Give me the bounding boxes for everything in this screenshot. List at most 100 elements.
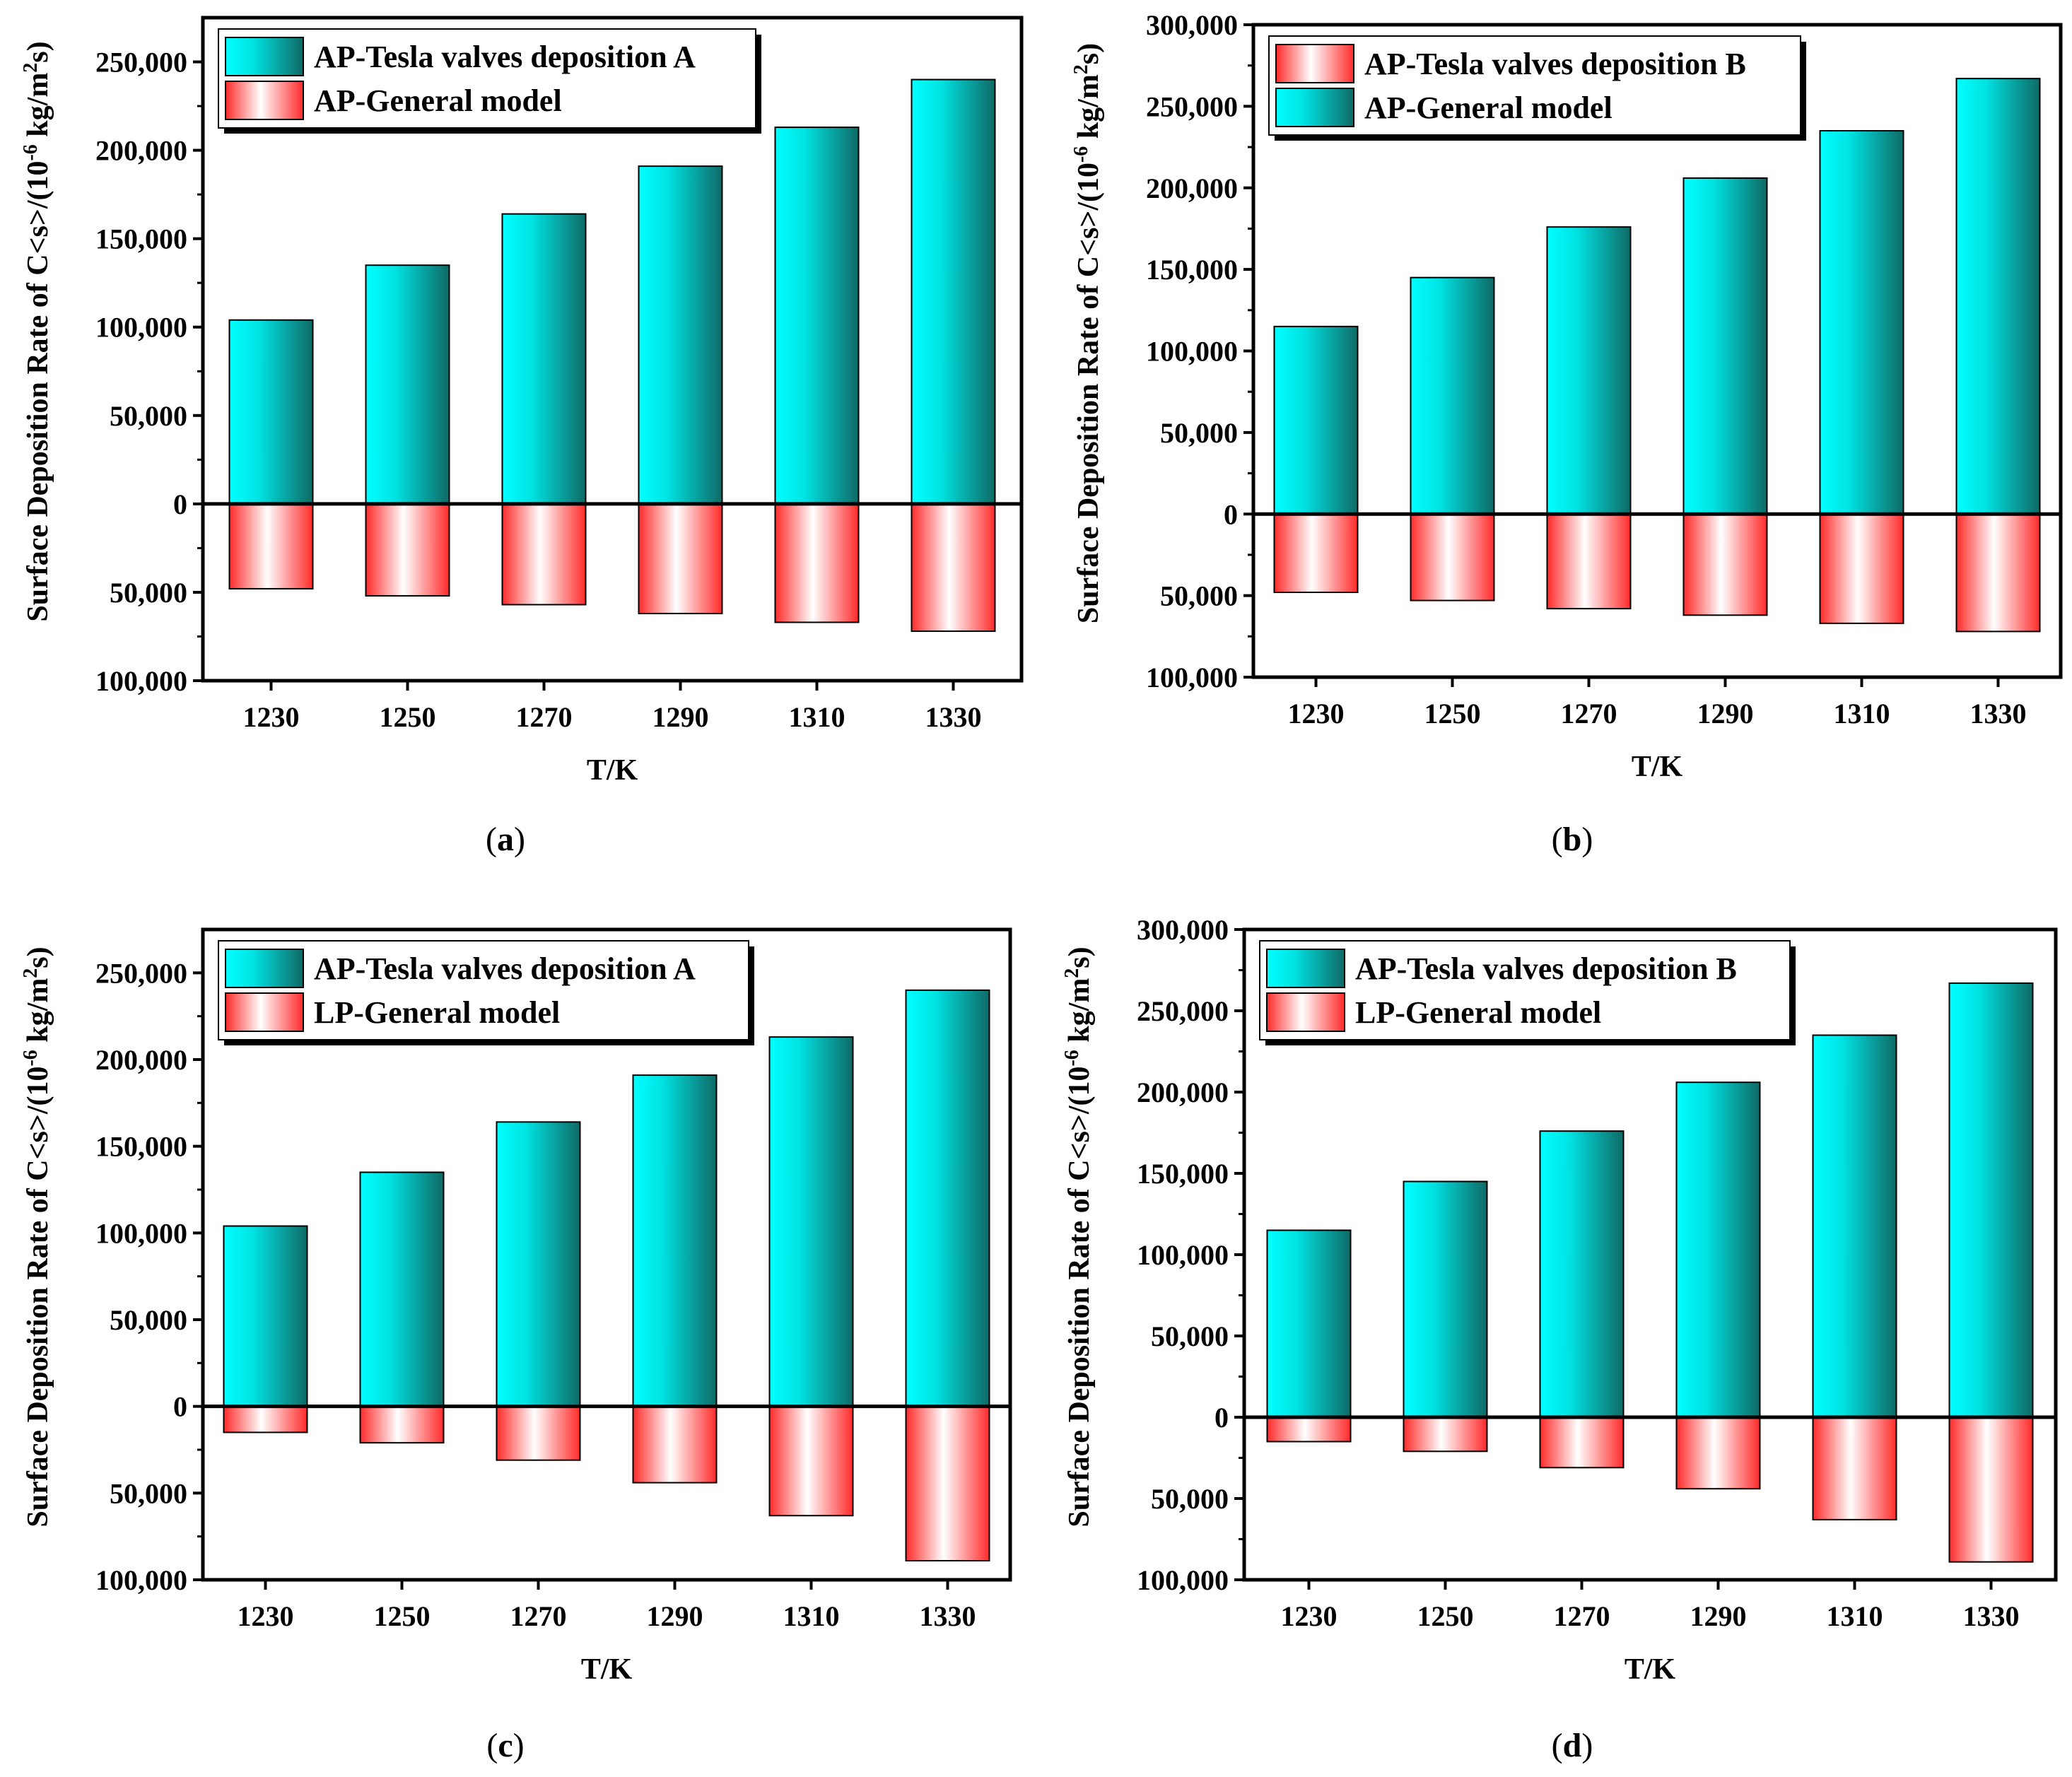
ytick-label-c-3: 50,000 [110,1304,187,1336]
bar-d-s0-1290 [1675,1081,1761,1418]
legend-box-a [218,28,756,129]
bar-a-s0-1270 [501,213,587,505]
ytick-label-a-7: 250,000 [95,47,187,78]
xtick-label-c-1290: 1290 [647,1600,703,1632]
bar-b-s0-1290 [1682,513,1768,616]
bar-d-s1-1250 [1403,1417,1488,1453]
legend-swatch-c-0 [225,949,304,988]
xtick-label-d-1330: 1330 [1963,1600,2020,1632]
xtick-label-d-1310: 1310 [1827,1600,1883,1632]
chart-panel-a: 100,000 50,000 0 50,000 100,000 150,000 200,00… [20,16,1024,858]
y-axis-title-a: Surface Deposition Rate of C<s>/(10-6 kg… [20,41,55,621]
legend-swatch-a-0 [225,37,304,76]
xtick-label-d-1230: 1230 [1281,1600,1338,1632]
ytick-label-a-5: 150,000 [95,223,187,255]
bar-a-s1-1230 [228,503,314,590]
bar-b-s0-1250 [1410,513,1495,602]
bar-c-s0-1230 [223,1225,308,1407]
bar-c-s0-1270 [496,1121,581,1407]
legend-swatch-a-1 [225,81,304,120]
xtick-label-b-1250: 1250 [1424,698,1481,729]
ytick-label-b-2: 0 [1224,498,1238,530]
ytick-label-a-2: 0 [173,488,187,520]
bar-b-s0-1310 [1819,513,1904,624]
ytick-label-a-3: 50,000 [110,400,187,432]
legend-swatch-d-1 [1266,992,1345,1032]
bar-a-s0-1290 [638,165,723,505]
panel-caption-d: (d) [1552,1727,1593,1764]
bar-a-s1-1250 [365,503,450,597]
bar-c-s1-1250 [359,1405,445,1444]
bar-b-s1-1330 [1955,78,2041,515]
y-axis-title-c: Surface Deposition Rate of C<s>/(10-6 kg… [20,946,55,1527]
legend-label-c-1: LP-General model [314,995,560,1030]
xtick-label-d-1290: 1290 [1690,1600,1747,1632]
ytick-label-d-8: 300,000 [1137,914,1229,946]
xtick-label-b-1290: 1290 [1697,698,1754,729]
bar-a-s0-1330 [911,78,996,505]
y-axis-title-d: Surface Deposition Rate of C<s>/(10-6 kg… [1061,946,1096,1527]
ytick-label-a-1: 50,000 [110,577,187,609]
xtick-label-c-1230: 1230 [238,1600,294,1632]
bar-c-s1-1330 [905,1405,990,1562]
xtick-label-b-1230: 1230 [1288,698,1345,729]
ytick-label-b-5: 150,000 [1146,254,1238,286]
panel-caption-a: (a) [486,821,525,858]
xtick-label-b-1310: 1310 [1834,698,1890,729]
xtick-label-c-1270: 1270 [510,1600,567,1632]
bar-a-s0-1230 [228,319,314,505]
bar-c-s0-1250 [359,1171,445,1407]
bar-c-s1-1290 [632,1405,718,1484]
xtick-label-b-1330: 1330 [1970,698,2027,729]
bar-d-s1-1290 [1675,1417,1761,1490]
legend-swatch-b-0 [1275,44,1354,83]
x-axis-title-c: T/K [581,1653,633,1686]
ytick-label-b-7: 250,000 [1146,90,1238,122]
ytick-label-d-6: 200,000 [1137,1077,1229,1108]
panel-caption-c: (c) [486,1727,524,1764]
panel-caption-b: (b) [1552,821,1593,858]
ytick-label-c-6: 200,000 [95,1044,187,1076]
plot-frame-c [201,927,1012,1582]
xtick-label-a-1290: 1290 [652,701,709,733]
chart-panel-b: 100,000 50,000 0 50,000 100,000 150,000 200,00… [1070,9,2063,858]
bar-c-s0-1310 [768,1036,854,1407]
ytick-label-d-1: 50,000 [1151,1483,1229,1515]
legend-swatch-d-0 [1266,949,1345,988]
bar-b-s1-1270 [1546,226,1632,515]
ytick-label-b-6: 200,000 [1146,172,1238,204]
bar-d-s1-1310 [1812,1417,1897,1520]
bar-a-s1-1330 [911,503,996,632]
xtick-label-d-1270: 1270 [1554,1600,1610,1632]
bar-b-s1-1290 [1682,177,1768,515]
bar-a-s0-1310 [774,127,860,505]
legend-swatch-b-1 [1275,88,1354,127]
ytick-label-c-0: 100,000 [95,1564,187,1596]
chart-panel-c: 100,000 50,000 0 50,000 100,000 150,000 200,00… [20,927,1012,1764]
xtick-label-c-1250: 1250 [374,1600,431,1632]
ytick-label-b-3: 50,000 [1160,417,1238,449]
xtick-label-b-1270: 1270 [1561,698,1617,729]
xtick-label-d-1250: 1250 [1417,1600,1474,1632]
xtick-label-a-1270: 1270 [516,701,573,733]
legend-swatch-c-1 [225,992,304,1032]
ytick-label-a-0: 100,000 [95,665,187,697]
bar-a-s1-1290 [638,503,723,614]
bar-b-s1-1230 [1273,325,1359,515]
bar-d-s0-1230 [1266,1229,1352,1418]
bar-c-s1-1310 [768,1405,854,1517]
bar-d-s0-1270 [1539,1130,1625,1418]
legend-label-a-1: AP-General model [314,83,562,118]
xtick-label-a-1330: 1330 [925,701,982,733]
legend-label-b-1: AP-General model [1364,90,1612,125]
bar-b-s1-1310 [1819,129,1904,515]
ytick-label-c-2: 0 [173,1391,187,1423]
legend-label-a-0: AP-Tesla valves deposition A [314,40,696,74]
bar-c-s1-1270 [496,1405,581,1461]
xtick-label-a-1250: 1250 [380,701,436,733]
bar-b-s0-1230 [1273,513,1359,594]
ytick-label-d-7: 250,000 [1137,995,1229,1027]
plot-frame-a [201,16,1024,683]
legend-label-d-0: AP-Tesla valves deposition B [1355,951,1737,986]
